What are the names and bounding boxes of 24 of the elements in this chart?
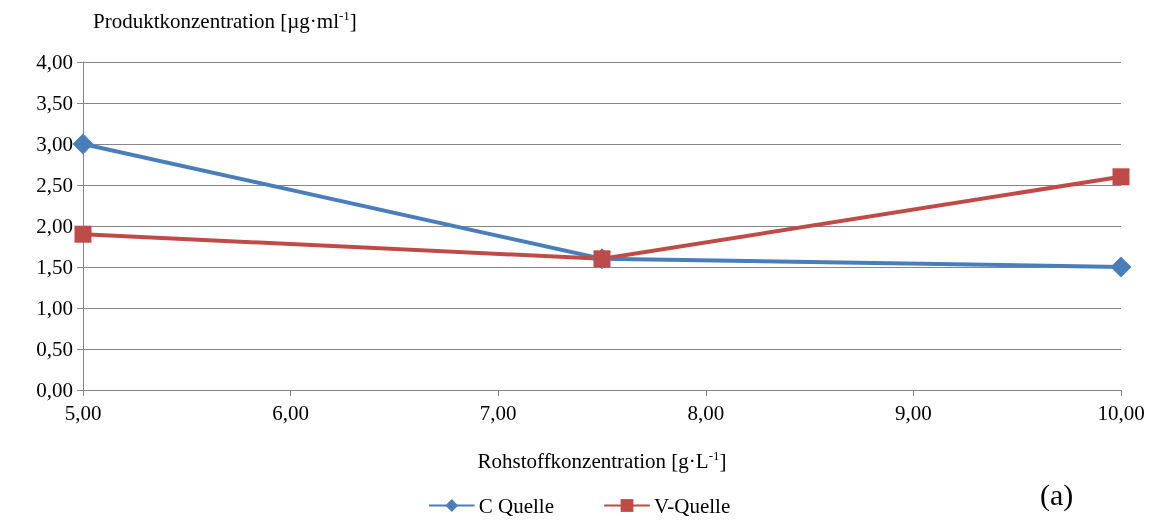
y-tick-label: 3,50 (36, 91, 73, 115)
x-axis-title: Rohstoffkonzentration [g·L$^{-1}$] (477, 448, 727, 474)
y-tick-label: 3,00 (36, 132, 73, 156)
x-tick-label: 5,00 (64, 400, 102, 425)
x-tick-label: 8,00 (687, 400, 725, 425)
text: (a) (1040, 478, 1074, 512)
y-tick-label: 1,50 (36, 255, 73, 279)
point (74, 225, 92, 243)
x-tick-label: 6,00 (272, 400, 309, 425)
point (1112, 168, 1130, 186)
x-tick-label: 9,00 (895, 400, 932, 425)
y-tick-label: 0,50 (36, 337, 73, 361)
x-tick-label: 7,00 (479, 400, 517, 425)
legend-label: V-Quelle (654, 493, 731, 518)
point (1110, 256, 1132, 278)
y-tick-label: 2,00 (36, 214, 73, 238)
y-tick-label: 2,50 (36, 173, 73, 197)
legend-label: C Quelle (478, 493, 555, 518)
y-axis-title: Produktkonzentration [µg·ml$^{-1}$] (93, 8, 357, 34)
y-tick-label: 4,00 (36, 50, 73, 74)
y-tick-label: 0,00 (36, 378, 73, 402)
y-tick-label: 1,00 (36, 296, 73, 320)
x-tick-label: 10,00 (1097, 400, 1145, 425)
point (72, 133, 94, 155)
